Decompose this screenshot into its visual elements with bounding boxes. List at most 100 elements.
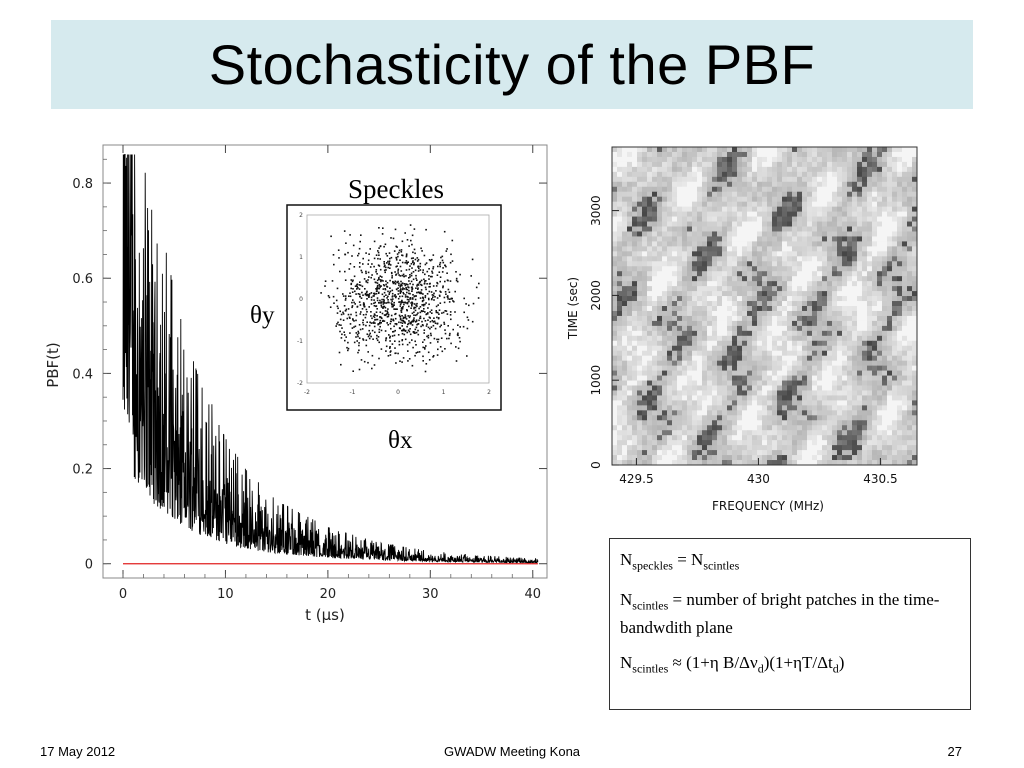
spectrum-cell: [877, 256, 883, 262]
spectrum-cell: [657, 400, 663, 406]
speckle-dot: [395, 288, 398, 290]
spectrum-cell: [707, 440, 713, 446]
spectrum-cell: [797, 450, 803, 456]
speckle-dot: [400, 307, 403, 309]
spectrum-cell: [662, 236, 668, 242]
speckle-dot: [338, 351, 341, 354]
spectrum-cell: [797, 375, 803, 381]
speckle-dot: [365, 313, 367, 316]
spectrum-cell: [787, 360, 793, 367]
speckle-dot: [370, 315, 372, 317]
speckle-dot: [360, 359, 363, 361]
spectrum-cell: [832, 281, 838, 287]
spectrum-cell: [882, 231, 888, 237]
spectrum-cell: [852, 440, 858, 446]
speckle-dot: [404, 314, 407, 316]
spectrum-cell: [677, 261, 683, 267]
speckle-dot: [370, 296, 373, 299]
spectrum-cell: [827, 196, 833, 203]
spectrum-cell: [797, 161, 803, 168]
spectrum-cell: [737, 405, 743, 411]
spectrum-cell: [727, 360, 733, 367]
spectrum-cell: [627, 186, 633, 193]
spectrum-cell: [772, 390, 778, 396]
spectrum-cell: [767, 241, 773, 247]
spectrum-cell: [907, 350, 913, 357]
spectrum-cell: [897, 335, 903, 342]
spectrum-cell: [632, 415, 638, 421]
spectrum-cell: [767, 196, 773, 203]
spectrum-cell: [677, 375, 683, 381]
spectrum-cell: [717, 291, 723, 297]
speckle-dot: [390, 271, 393, 274]
speckle-dot: [408, 305, 410, 308]
speckle-dot: [373, 313, 376, 315]
spectrum-cell: [662, 345, 668, 352]
spectrum-cell: [792, 181, 798, 188]
spectrum-cell: [702, 325, 708, 332]
speckle-dot: [424, 286, 427, 289]
spectrum-cell: [912, 261, 918, 267]
spectrum-cell: [902, 405, 908, 411]
spectrum-cell: [902, 276, 908, 282]
spectrum-cell: [727, 306, 733, 312]
spectrum-cell: [787, 330, 793, 337]
spectrum-cell: [792, 306, 798, 312]
spectrum-cell: [712, 410, 718, 416]
spectrum-cell: [862, 147, 868, 153]
spectrum-cell: [657, 335, 663, 342]
speckle-dot: [361, 308, 364, 310]
spectrum-cell: [777, 276, 783, 282]
spectrum-cell: [697, 455, 703, 461]
spectrum-cell: [817, 286, 823, 292]
spectrum-cell: [852, 166, 858, 173]
spectrum-cell: [842, 236, 848, 242]
spectrum-cell: [617, 340, 623, 347]
spectrum-cell: [812, 181, 818, 188]
spectrum-cell: [672, 216, 678, 222]
spectrum-cell: [747, 201, 753, 208]
speckle-dot: [397, 262, 400, 264]
spectrum-cell: [652, 256, 658, 262]
spectrum-cell: [707, 266, 713, 272]
spectrum-cell: [777, 216, 783, 222]
spectrum-cell: [762, 420, 768, 426]
spectrum-cell: [747, 310, 753, 317]
spectrum-cell: [622, 266, 628, 272]
spectrum-cell: [682, 400, 688, 406]
speckle-dot: [433, 292, 435, 295]
spectrum-cell: [727, 440, 733, 446]
spectrum-cell: [722, 425, 728, 431]
spectrum-cell: [772, 236, 778, 242]
spectrum-cell: [782, 301, 788, 307]
spectrum-cell: [852, 420, 858, 426]
speckle-dot: [426, 335, 428, 338]
speckle-dot: [392, 298, 394, 300]
spectrum-cell: [632, 405, 638, 411]
spectrum-cell: [782, 375, 788, 381]
spectrum-cell: [617, 171, 623, 178]
speckle-dot: [380, 280, 382, 283]
spectrum-cell: [817, 281, 823, 287]
speckle-dot: [449, 261, 452, 264]
spectrum-cell: [737, 241, 743, 247]
spectrum-cell: [717, 365, 723, 371]
spectrum-cell: [787, 246, 793, 252]
spectrum-cell: [742, 320, 748, 327]
speckle-dot: [371, 317, 373, 320]
spectrum-cell: [722, 400, 728, 406]
spectrum-cell: [842, 430, 848, 436]
speckle-dot: [415, 319, 418, 321]
spectrum-cell: [627, 340, 633, 347]
spectrum-cell: [772, 226, 778, 232]
spectrum-cell: [772, 301, 778, 307]
spectrum-cell: [757, 320, 763, 327]
spectrum-cell: [732, 171, 738, 178]
spectrum-cell: [892, 440, 898, 446]
spectrum-cell: [842, 231, 848, 237]
spectrum-cell: [642, 291, 648, 297]
spectrum-cell: [622, 281, 628, 287]
speckle-dot: [358, 344, 360, 347]
speckle-dot: [387, 308, 389, 310]
speckle-dot: [351, 291, 354, 293]
